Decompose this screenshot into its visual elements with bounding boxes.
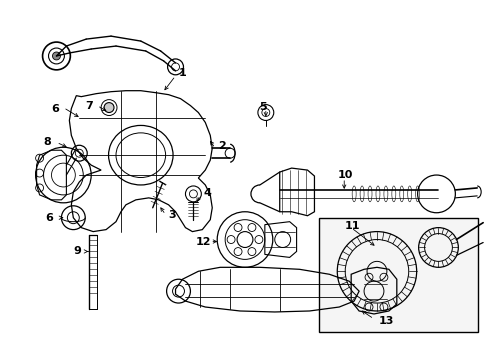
- Text: 9: 9: [73, 247, 81, 256]
- Text: 6: 6: [51, 104, 59, 113]
- Text: 8: 8: [43, 137, 51, 147]
- Text: 3: 3: [168, 210, 176, 220]
- Circle shape: [104, 103, 114, 113]
- Text: 12: 12: [195, 237, 210, 247]
- Text: 4: 4: [203, 188, 211, 198]
- Text: 6: 6: [45, 213, 53, 223]
- Text: 11: 11: [344, 221, 359, 231]
- Text: 5: 5: [258, 102, 266, 112]
- Bar: [319, 218, 477, 332]
- Text: 13: 13: [378, 316, 393, 326]
- Circle shape: [52, 52, 61, 60]
- Text: 1: 1: [178, 68, 186, 78]
- Text: 10: 10: [337, 170, 352, 180]
- Text: 2: 2: [218, 141, 225, 151]
- Text: 7: 7: [85, 100, 93, 111]
